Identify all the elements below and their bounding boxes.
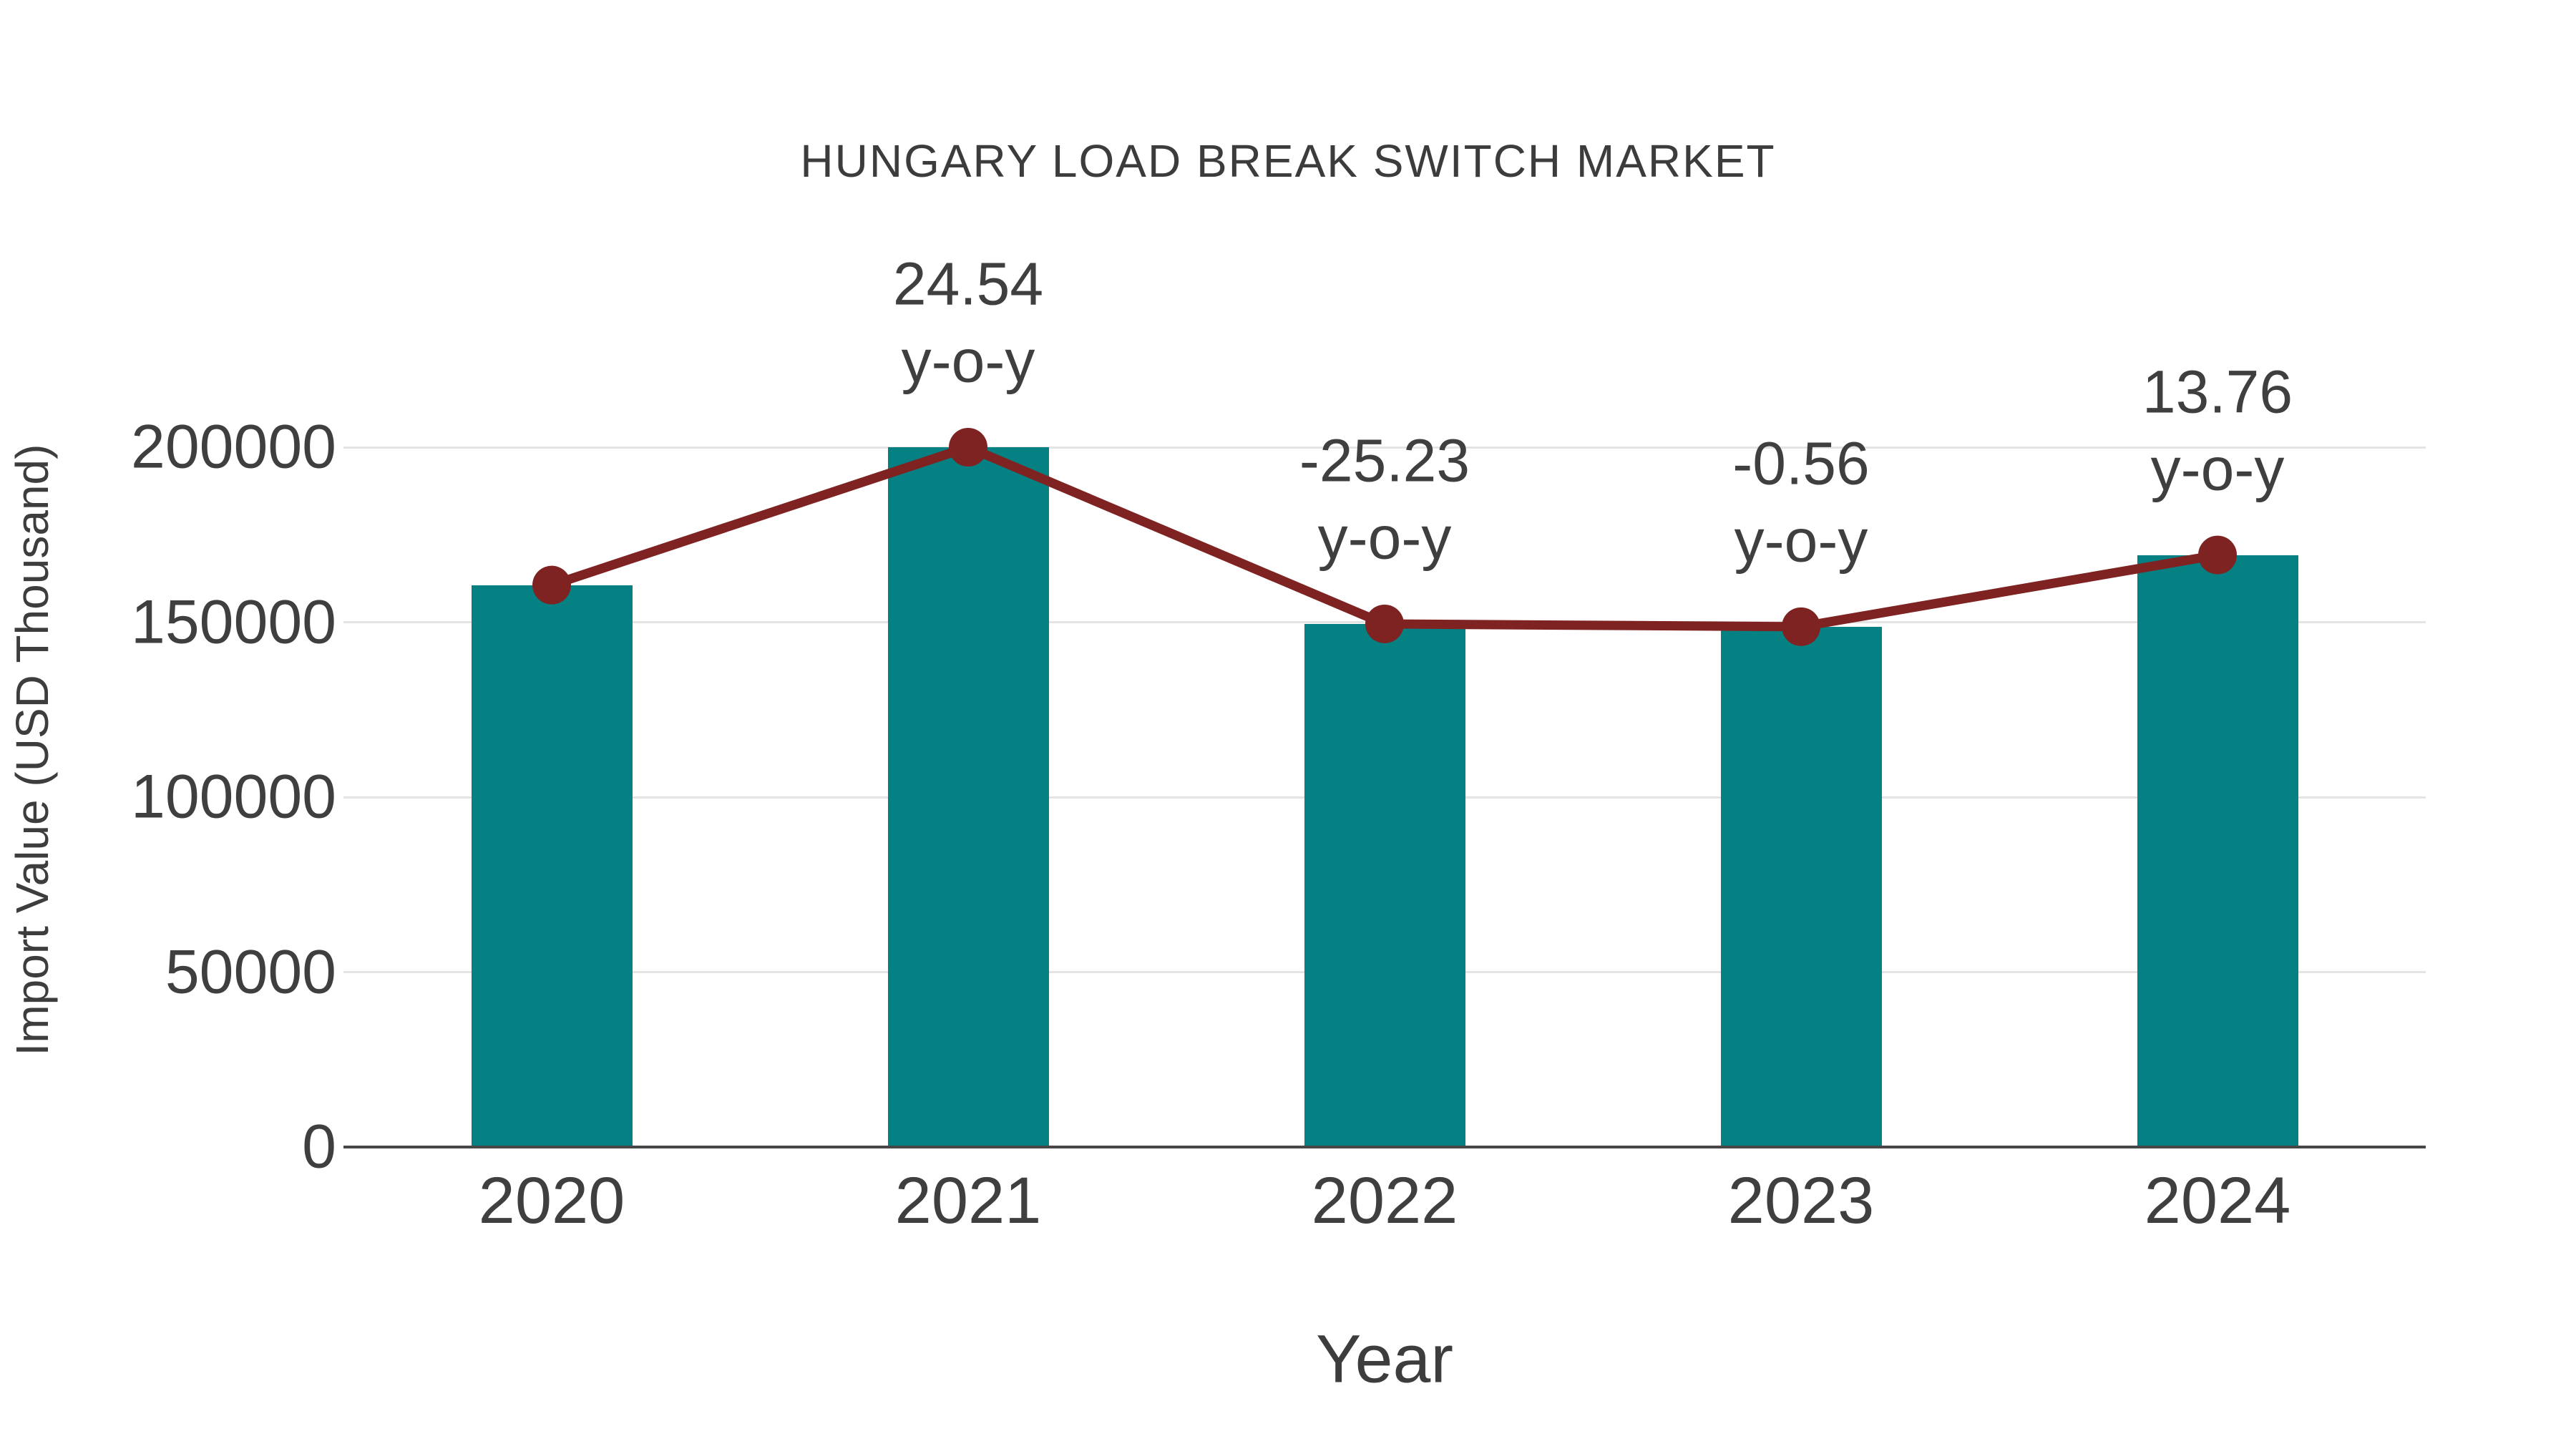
x-tick-label-2024: 2024 — [2144, 1164, 2291, 1237]
bar-2020 — [471, 585, 633, 1147]
x-tick-label-2020: 2020 — [478, 1164, 625, 1237]
data-point-2020 — [532, 565, 571, 605]
yoy-value-2021: 24.54 — [892, 250, 1044, 318]
data-point-2022 — [1365, 604, 1404, 643]
x-tick-label-2021: 2021 — [894, 1164, 1042, 1237]
x-tick-label-2022: 2022 — [1311, 1164, 1458, 1237]
x-tick-label-2023: 2023 — [1727, 1164, 1875, 1237]
y-tick-label-200000: 200000 — [131, 412, 336, 482]
gridline-200000 — [343, 446, 2426, 449]
chart-title: HUNGARY LOAD BREAK SWITCH MARKET — [800, 135, 1776, 187]
bar-2021 — [887, 447, 1049, 1147]
x-axis-line — [343, 1146, 2426, 1148]
y-tick-label-100000: 100000 — [131, 762, 336, 831]
yoy-suffix-2023: y-o-y — [1734, 507, 1868, 575]
bar-2024 — [2137, 555, 2298, 1147]
bar-2022 — [1304, 623, 1465, 1147]
bar-2023 — [1720, 626, 1882, 1147]
yoy-value-2024: 13.76 — [2142, 358, 2293, 426]
x-axis-title: Year — [1316, 1321, 1453, 1397]
yoy-value-2022: -25.23 — [1299, 426, 1470, 494]
yoy-suffix-2024: y-o-y — [2150, 435, 2285, 503]
data-point-2024 — [2198, 535, 2237, 575]
data-point-2021 — [949, 428, 987, 467]
yoy-suffix-2021: y-o-y — [901, 327, 1035, 395]
y-tick-label-0: 0 — [302, 1112, 336, 1181]
data-point-2023 — [1782, 607, 1820, 646]
y-tick-label-50000: 50000 — [165, 937, 336, 1006]
y-tick-label-150000: 150000 — [131, 587, 336, 656]
yoy-value-2023: -0.56 — [1732, 429, 1870, 497]
yoy-suffix-2022: y-o-y — [1317, 504, 1452, 572]
